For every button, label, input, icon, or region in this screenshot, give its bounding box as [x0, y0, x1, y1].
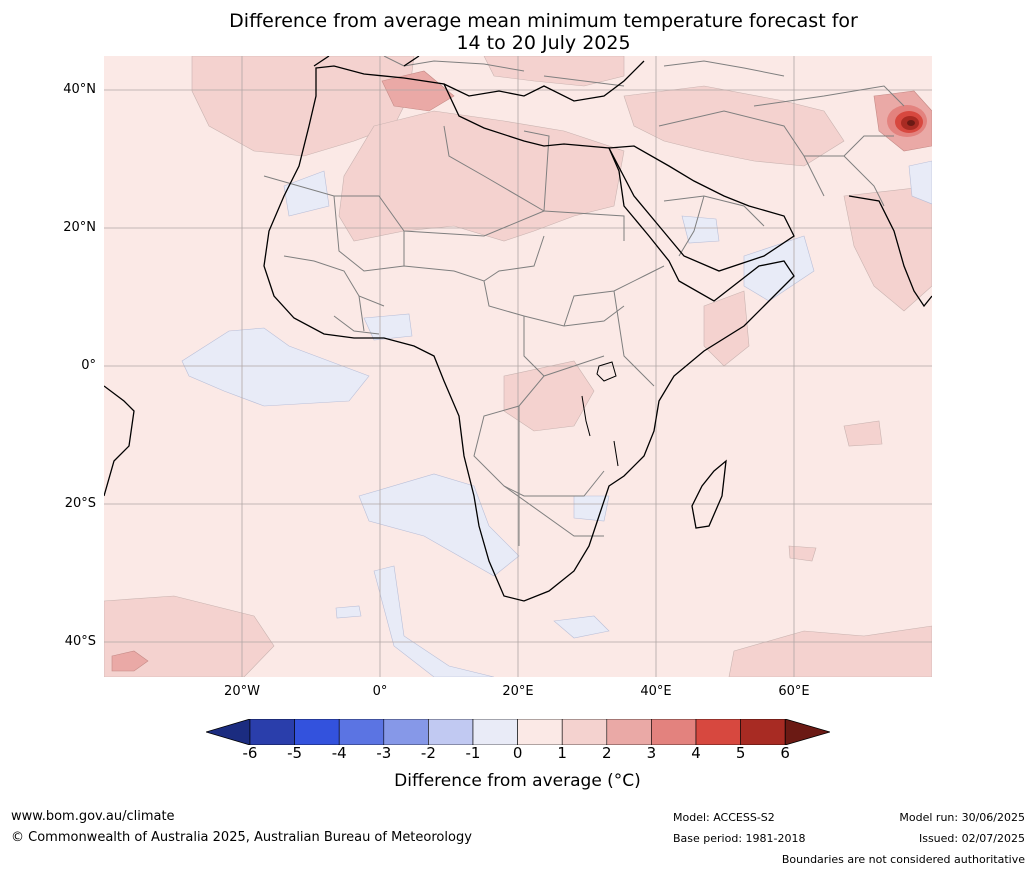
- anomaly-indian-ocean-spot: [843, 420, 883, 447]
- lakes: [581, 361, 619, 467]
- lon-label-60e: 60°E: [778, 684, 810, 699]
- coast-south-america: [104, 385, 135, 497]
- title-line-1: Difference from average mean minimum tem…: [229, 10, 858, 32]
- anomaly-algeria-hotspot: [381, 70, 455, 112]
- colorbar-over-triangle: [784, 719, 830, 745]
- anomaly-south-indian: [728, 625, 932, 677]
- country-boundaries: [263, 56, 905, 546]
- colorbar-bin-m5: [294, 719, 340, 745]
- model-name: Model: ACCESS-S2: [673, 811, 775, 824]
- cool-south-africa: [553, 615, 610, 639]
- colorbar-bin-4: [695, 719, 741, 745]
- map-title: Difference from average mean minimum tem…: [0, 10, 1035, 54]
- colorbar-tick: 3: [646, 744, 657, 762]
- title-line-2: 14 to 20 July 2025: [456, 32, 631, 54]
- anomaly-1-2-areas: [104, 56, 932, 677]
- lat-label-40s: 40°S: [64, 634, 96, 649]
- colorbar-tick: 5: [735, 744, 746, 762]
- cool-south-atlantic: [358, 473, 520, 577]
- lake-tanganyika: [581, 395, 591, 437]
- boundaries-disclaimer: Boundaries are not considered authoritat…: [781, 853, 1025, 866]
- colorbar-bin-m3: [383, 719, 429, 745]
- coast-europe: [313, 56, 645, 102]
- colorbar-bin-m4: [338, 719, 385, 745]
- colorbar-under-triangle: [206, 719, 251, 745]
- anomaly-east-africa: [503, 360, 595, 432]
- coast-africa: [263, 65, 795, 602]
- cool-south-atlantic-2: [373, 565, 495, 677]
- lat-label-20n: 20°N: [63, 220, 96, 235]
- coast-madagascar: [691, 459, 727, 529]
- colorbar-bin-2: [606, 719, 652, 745]
- model-run-date: Model run: 30/06/2025: [899, 811, 1025, 824]
- colorbar-bin-3: [651, 719, 697, 745]
- cool-equatorial-atlantic: [181, 327, 370, 407]
- colorbar-bin-5: [740, 719, 786, 745]
- colorbar-bin-m2: [428, 719, 474, 745]
- cool-mozambique-channel: [573, 495, 610, 522]
- lon-label-0: 0°: [372, 684, 388, 699]
- colorbar-bin-1: [561, 719, 608, 745]
- colorbar-tick: 1: [557, 744, 567, 762]
- graticule: [104, 56, 932, 677]
- colorbar-tick: -3: [376, 744, 392, 762]
- anomaly-map: [104, 56, 932, 677]
- lat-label-0: 0°: [81, 358, 96, 373]
- anomaly-mozambique-spot: [788, 545, 817, 562]
- lon-label-40e: 40°E: [640, 684, 672, 699]
- colorbar-tick: -5: [287, 744, 303, 762]
- colorbar-tick: 0: [512, 744, 523, 762]
- cool-west-sahara: [283, 170, 330, 217]
- coast-arabia: [607, 145, 795, 272]
- lat-label-40n: 40°N: [63, 82, 96, 97]
- base-period: Base period: 1981-2018: [673, 832, 806, 845]
- colorbar-tick: -2: [420, 744, 436, 762]
- copyright-text: © Commonwealth of Australia 2025, Austra…: [11, 830, 472, 845]
- website-link[interactable]: www.bom.gov.au/climate: [11, 809, 175, 824]
- colorbar-tick: 4: [691, 744, 701, 762]
- lat-label-20s: 20°S: [64, 496, 96, 511]
- colorbar-tick: 6: [780, 744, 790, 762]
- cool-small-atlantic: [335, 605, 362, 619]
- lake-victoria: [596, 361, 617, 382]
- anomaly-hot-core: [887, 105, 927, 137]
- colorbar: [206, 719, 830, 745]
- lake-malawi: [613, 440, 619, 467]
- lon-label-20w: 20°W: [224, 684, 260, 699]
- map-panel: [104, 56, 932, 677]
- anomaly-south-atlantic-spot: [111, 650, 149, 672]
- colorbar-bin-0: [517, 719, 563, 745]
- lon-label-20e: 20°E: [502, 684, 534, 699]
- anomaly-south-atlantic: [104, 595, 275, 677]
- colorbar-tick: -6: [242, 744, 258, 762]
- colorbar-bin-m6: [249, 719, 295, 745]
- anomaly-sahara: [338, 110, 625, 242]
- anomaly-middle-east: [623, 85, 845, 167]
- anomaly-europe: [483, 56, 625, 87]
- colorbar-tick: 2: [602, 744, 612, 762]
- colorbar-tick: -1: [465, 744, 481, 762]
- issued-date: Issued: 02/07/2025: [918, 832, 1025, 845]
- colorbar-bin-m1: [472, 719, 518, 745]
- coastlines: [104, 56, 932, 602]
- coast-india: [848, 195, 932, 308]
- colorbar-tick: -4: [331, 744, 347, 762]
- cool-bay-bengal: [908, 160, 932, 205]
- anomaly-cool-areas: [181, 160, 932, 677]
- colorbar-title: Difference from average (°C): [394, 771, 641, 791]
- anomaly-arabian-sea: [703, 290, 750, 367]
